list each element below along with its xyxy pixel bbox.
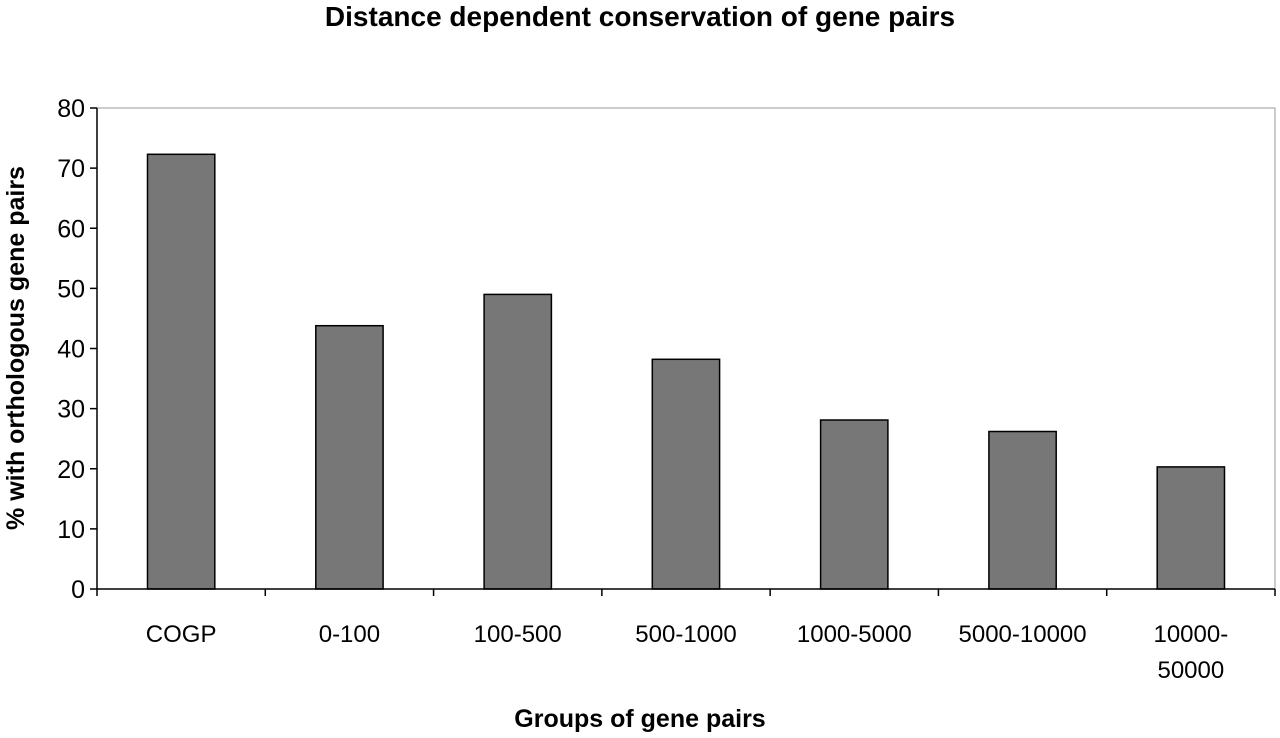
- y-tick-labels: 0 10 20 30 40 50 60 70 80: [57, 95, 85, 604]
- chart-title: Distance dependent conservation of gene …: [324, 1, 956, 32]
- x-tick-label: 5000-10000: [959, 621, 1087, 648]
- x-tick-label: 0-100: [319, 621, 380, 648]
- bar-500-1000: [651, 358, 721, 590]
- y-tick-label: 40: [57, 336, 85, 364]
- y-tick-label: 30: [57, 396, 85, 424]
- axes-group: [90, 107, 1276, 596]
- y-tick-label: 80: [57, 95, 85, 123]
- x-tick-labels: COGP 0-100 100-500 500-1000 1000-5000 5000-10…: [146, 621, 1228, 684]
- y-axis-title: % with orthologous gene pairs: [2, 166, 30, 530]
- y-tick-label: 70: [57, 155, 85, 183]
- y-tick-label: 20: [57, 456, 85, 484]
- bar-COGP: [146, 153, 216, 590]
- x-tick-label: 1000-5000: [797, 621, 912, 648]
- bar-1000-5000: [819, 419, 889, 590]
- x-tick-label: 100-500: [474, 621, 562, 648]
- x-tick-label: 500-1000: [635, 621, 736, 648]
- y-tick-label: 60: [57, 215, 85, 243]
- bar-0-100: [315, 324, 384, 590]
- y-tick-label: 10: [57, 516, 85, 544]
- bar-100-500: [483, 293, 553, 590]
- y-tick-label: 50: [57, 275, 85, 303]
- x-tick-label: 10000-50000: [1153, 621, 1228, 684]
- x-tick-label: COGP: [146, 621, 217, 648]
- bars-group: [146, 153, 1226, 590]
- x-axis-title: Groups of gene pairs: [514, 705, 766, 733]
- y-tick-label: 0: [71, 576, 85, 604]
- bar-5000-10000: [988, 430, 1057, 590]
- bar-10000-50000: [1156, 466, 1226, 590]
